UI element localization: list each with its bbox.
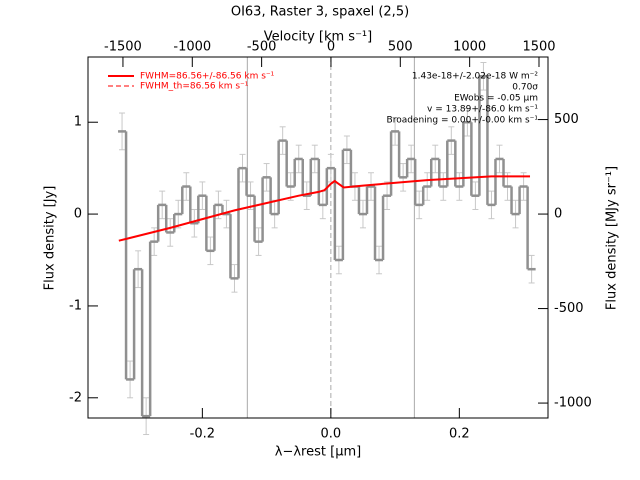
legend-label: FWHM_th=86.56 km s⁻¹	[140, 82, 249, 92]
annotation: 0.70σ	[512, 83, 538, 93]
annotation: v = 13.89+/-86.0 km s⁻¹	[427, 105, 538, 115]
x2-tick-label: 1500	[522, 40, 555, 55]
y2-tick-label: -1000	[554, 396, 592, 411]
annotation: 1.43e-18+/-2.02e-18 W m⁻²	[412, 72, 539, 82]
x-tick-label: 0.0	[321, 427, 342, 442]
y2-tick-label: 500	[554, 112, 579, 127]
x2-tick-label: 500	[388, 40, 413, 55]
y-tick-label: -1	[69, 298, 82, 313]
y2-tick-label: -500	[554, 301, 584, 316]
x2-tick-label: -1500	[104, 40, 142, 55]
x-axis-label: λ−λrest [μm]	[275, 445, 361, 460]
y-axis-label: Flux density [Jy]	[43, 186, 58, 291]
y2-axis-label: Flux density [MJy sr⁻¹]	[605, 166, 620, 310]
y-tick-label: 1	[74, 115, 82, 130]
plot-frame	[87, 56, 549, 419]
top-axis-label: Velocity [km s⁻¹]	[264, 30, 372, 45]
chart-title: OI63, Raster 3, spaxel (2,5)	[231, 5, 409, 20]
y-tick-label: 0	[74, 207, 82, 222]
x2-tick-label: 1000	[453, 40, 486, 55]
x2-tick-label: -500	[247, 40, 277, 55]
x-tick-label: 0.2	[449, 427, 470, 442]
y-tick-label: -2	[69, 390, 82, 405]
x2-tick-label: 0	[327, 40, 335, 55]
y2-tick-label: 0	[554, 207, 562, 222]
legend-label: FWHM=86.56+/-86.56 km s⁻¹	[140, 72, 275, 82]
annotation: EWobs = -0.05 μm	[454, 94, 538, 104]
fit-line	[118, 175, 531, 242]
x-tick-label: -0.2	[190, 427, 215, 442]
x2-tick-label: -1000	[173, 40, 211, 55]
annotation: Broadening = 0.00+/-0.00 km s⁻¹	[387, 116, 539, 126]
